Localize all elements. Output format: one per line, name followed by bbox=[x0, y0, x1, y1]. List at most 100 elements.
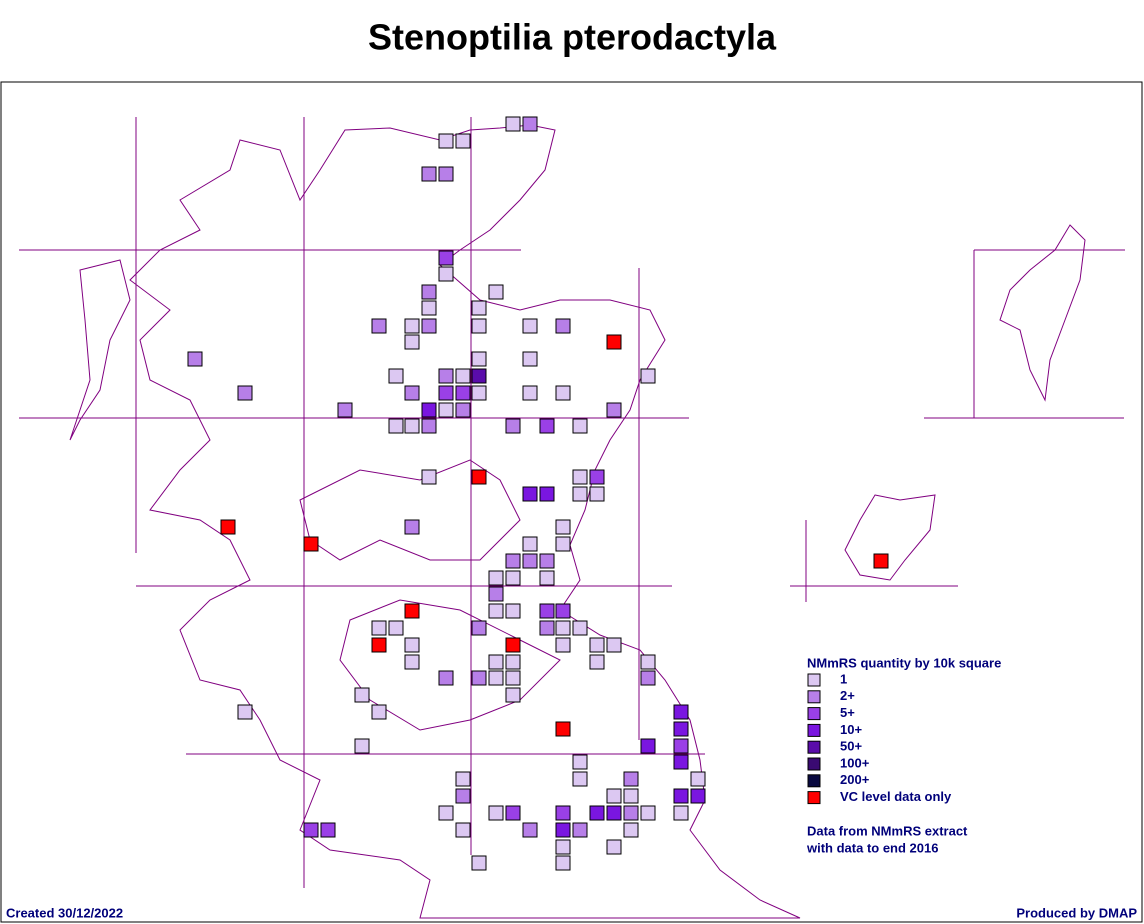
record-square bbox=[623, 822, 639, 838]
record-square bbox=[455, 788, 471, 804]
record-square bbox=[606, 402, 622, 418]
record-square bbox=[606, 637, 622, 653]
record-square bbox=[438, 670, 454, 686]
record-square bbox=[438, 250, 454, 266]
legend-swatch bbox=[807, 707, 821, 721]
record-square bbox=[505, 603, 521, 619]
record-square bbox=[488, 670, 504, 686]
record-square bbox=[572, 418, 588, 434]
record-square bbox=[555, 620, 571, 636]
grid bbox=[19, 117, 1125, 888]
record-square bbox=[471, 469, 487, 485]
record-square bbox=[555, 519, 571, 535]
record-square bbox=[640, 654, 656, 670]
record-square bbox=[555, 855, 571, 871]
record-square bbox=[589, 637, 605, 653]
record-square bbox=[404, 318, 420, 334]
record-square bbox=[522, 116, 538, 132]
record-square bbox=[555, 603, 571, 619]
record-square bbox=[505, 805, 521, 821]
legend-label: 2+ bbox=[840, 688, 855, 703]
legend-label: 200+ bbox=[840, 772, 870, 787]
record-square bbox=[606, 805, 622, 821]
record-square bbox=[673, 788, 689, 804]
record-square bbox=[421, 318, 437, 334]
record-square bbox=[522, 553, 538, 569]
record-square bbox=[522, 536, 538, 552]
record-square bbox=[555, 318, 571, 334]
record-square bbox=[673, 805, 689, 821]
record-square bbox=[640, 368, 656, 384]
record-square bbox=[404, 334, 420, 350]
record-square bbox=[471, 620, 487, 636]
note: with data to end 2016 bbox=[806, 840, 938, 855]
record-square bbox=[388, 418, 404, 434]
record-square bbox=[640, 670, 656, 686]
record-square bbox=[673, 704, 689, 720]
record-square bbox=[438, 368, 454, 384]
legend-swatch bbox=[807, 740, 821, 754]
record-square bbox=[555, 385, 571, 401]
legend-label: 10+ bbox=[840, 722, 862, 737]
record-square bbox=[404, 654, 420, 670]
record-square bbox=[690, 788, 706, 804]
record-square bbox=[555, 805, 571, 821]
record-square bbox=[471, 855, 487, 871]
record-square bbox=[371, 318, 387, 334]
record-square bbox=[539, 570, 555, 586]
record-square bbox=[237, 704, 253, 720]
record-square bbox=[471, 368, 487, 384]
created: Created 30/12/2022 bbox=[6, 905, 123, 920]
legend-label: VC level data only bbox=[840, 789, 952, 804]
record-square bbox=[522, 486, 538, 502]
record-square bbox=[237, 385, 253, 401]
record-square bbox=[220, 519, 236, 535]
record-square bbox=[673, 738, 689, 754]
record-square bbox=[404, 603, 420, 619]
record-square bbox=[404, 385, 420, 401]
record-square bbox=[589, 469, 605, 485]
legend: NMmRS quantity by 10k square 1 2+ 5+ 10+ 50+… bbox=[807, 655, 1001, 805]
record-square bbox=[555, 721, 571, 737]
record-square bbox=[303, 536, 319, 552]
record-square bbox=[606, 839, 622, 855]
record-square bbox=[455, 402, 471, 418]
frame bbox=[0, 81, 1143, 923]
record-square bbox=[455, 822, 471, 838]
record-square bbox=[488, 654, 504, 670]
record-square bbox=[589, 486, 605, 502]
record-square bbox=[421, 284, 437, 300]
record-square bbox=[488, 603, 504, 619]
record-square bbox=[471, 385, 487, 401]
record-square bbox=[572, 469, 588, 485]
record-square bbox=[505, 116, 521, 132]
legend-swatch bbox=[807, 757, 821, 771]
record-square bbox=[421, 402, 437, 418]
record-square bbox=[421, 166, 437, 182]
records bbox=[187, 116, 889, 871]
record-square bbox=[673, 721, 689, 737]
title: Stenoptilia pterodactyla bbox=[368, 17, 777, 58]
record-square bbox=[572, 620, 588, 636]
record-square bbox=[354, 687, 370, 703]
record-square bbox=[471, 351, 487, 367]
record-square bbox=[623, 771, 639, 787]
record-square bbox=[589, 654, 605, 670]
record-square bbox=[388, 620, 404, 636]
legend-swatch bbox=[807, 723, 821, 737]
record-square bbox=[522, 822, 538, 838]
produced-by: Produced by DMAP bbox=[1016, 905, 1137, 920]
record-square bbox=[438, 166, 454, 182]
record-square bbox=[488, 284, 504, 300]
legend-label: 5+ bbox=[840, 705, 855, 720]
record-square bbox=[303, 822, 319, 838]
record-square bbox=[455, 771, 471, 787]
record-square bbox=[488, 570, 504, 586]
record-square bbox=[388, 368, 404, 384]
legend-swatch bbox=[807, 774, 821, 788]
record-square bbox=[371, 637, 387, 653]
record-square bbox=[421, 418, 437, 434]
record-square bbox=[455, 133, 471, 149]
record-square bbox=[539, 418, 555, 434]
record-square bbox=[471, 318, 487, 334]
